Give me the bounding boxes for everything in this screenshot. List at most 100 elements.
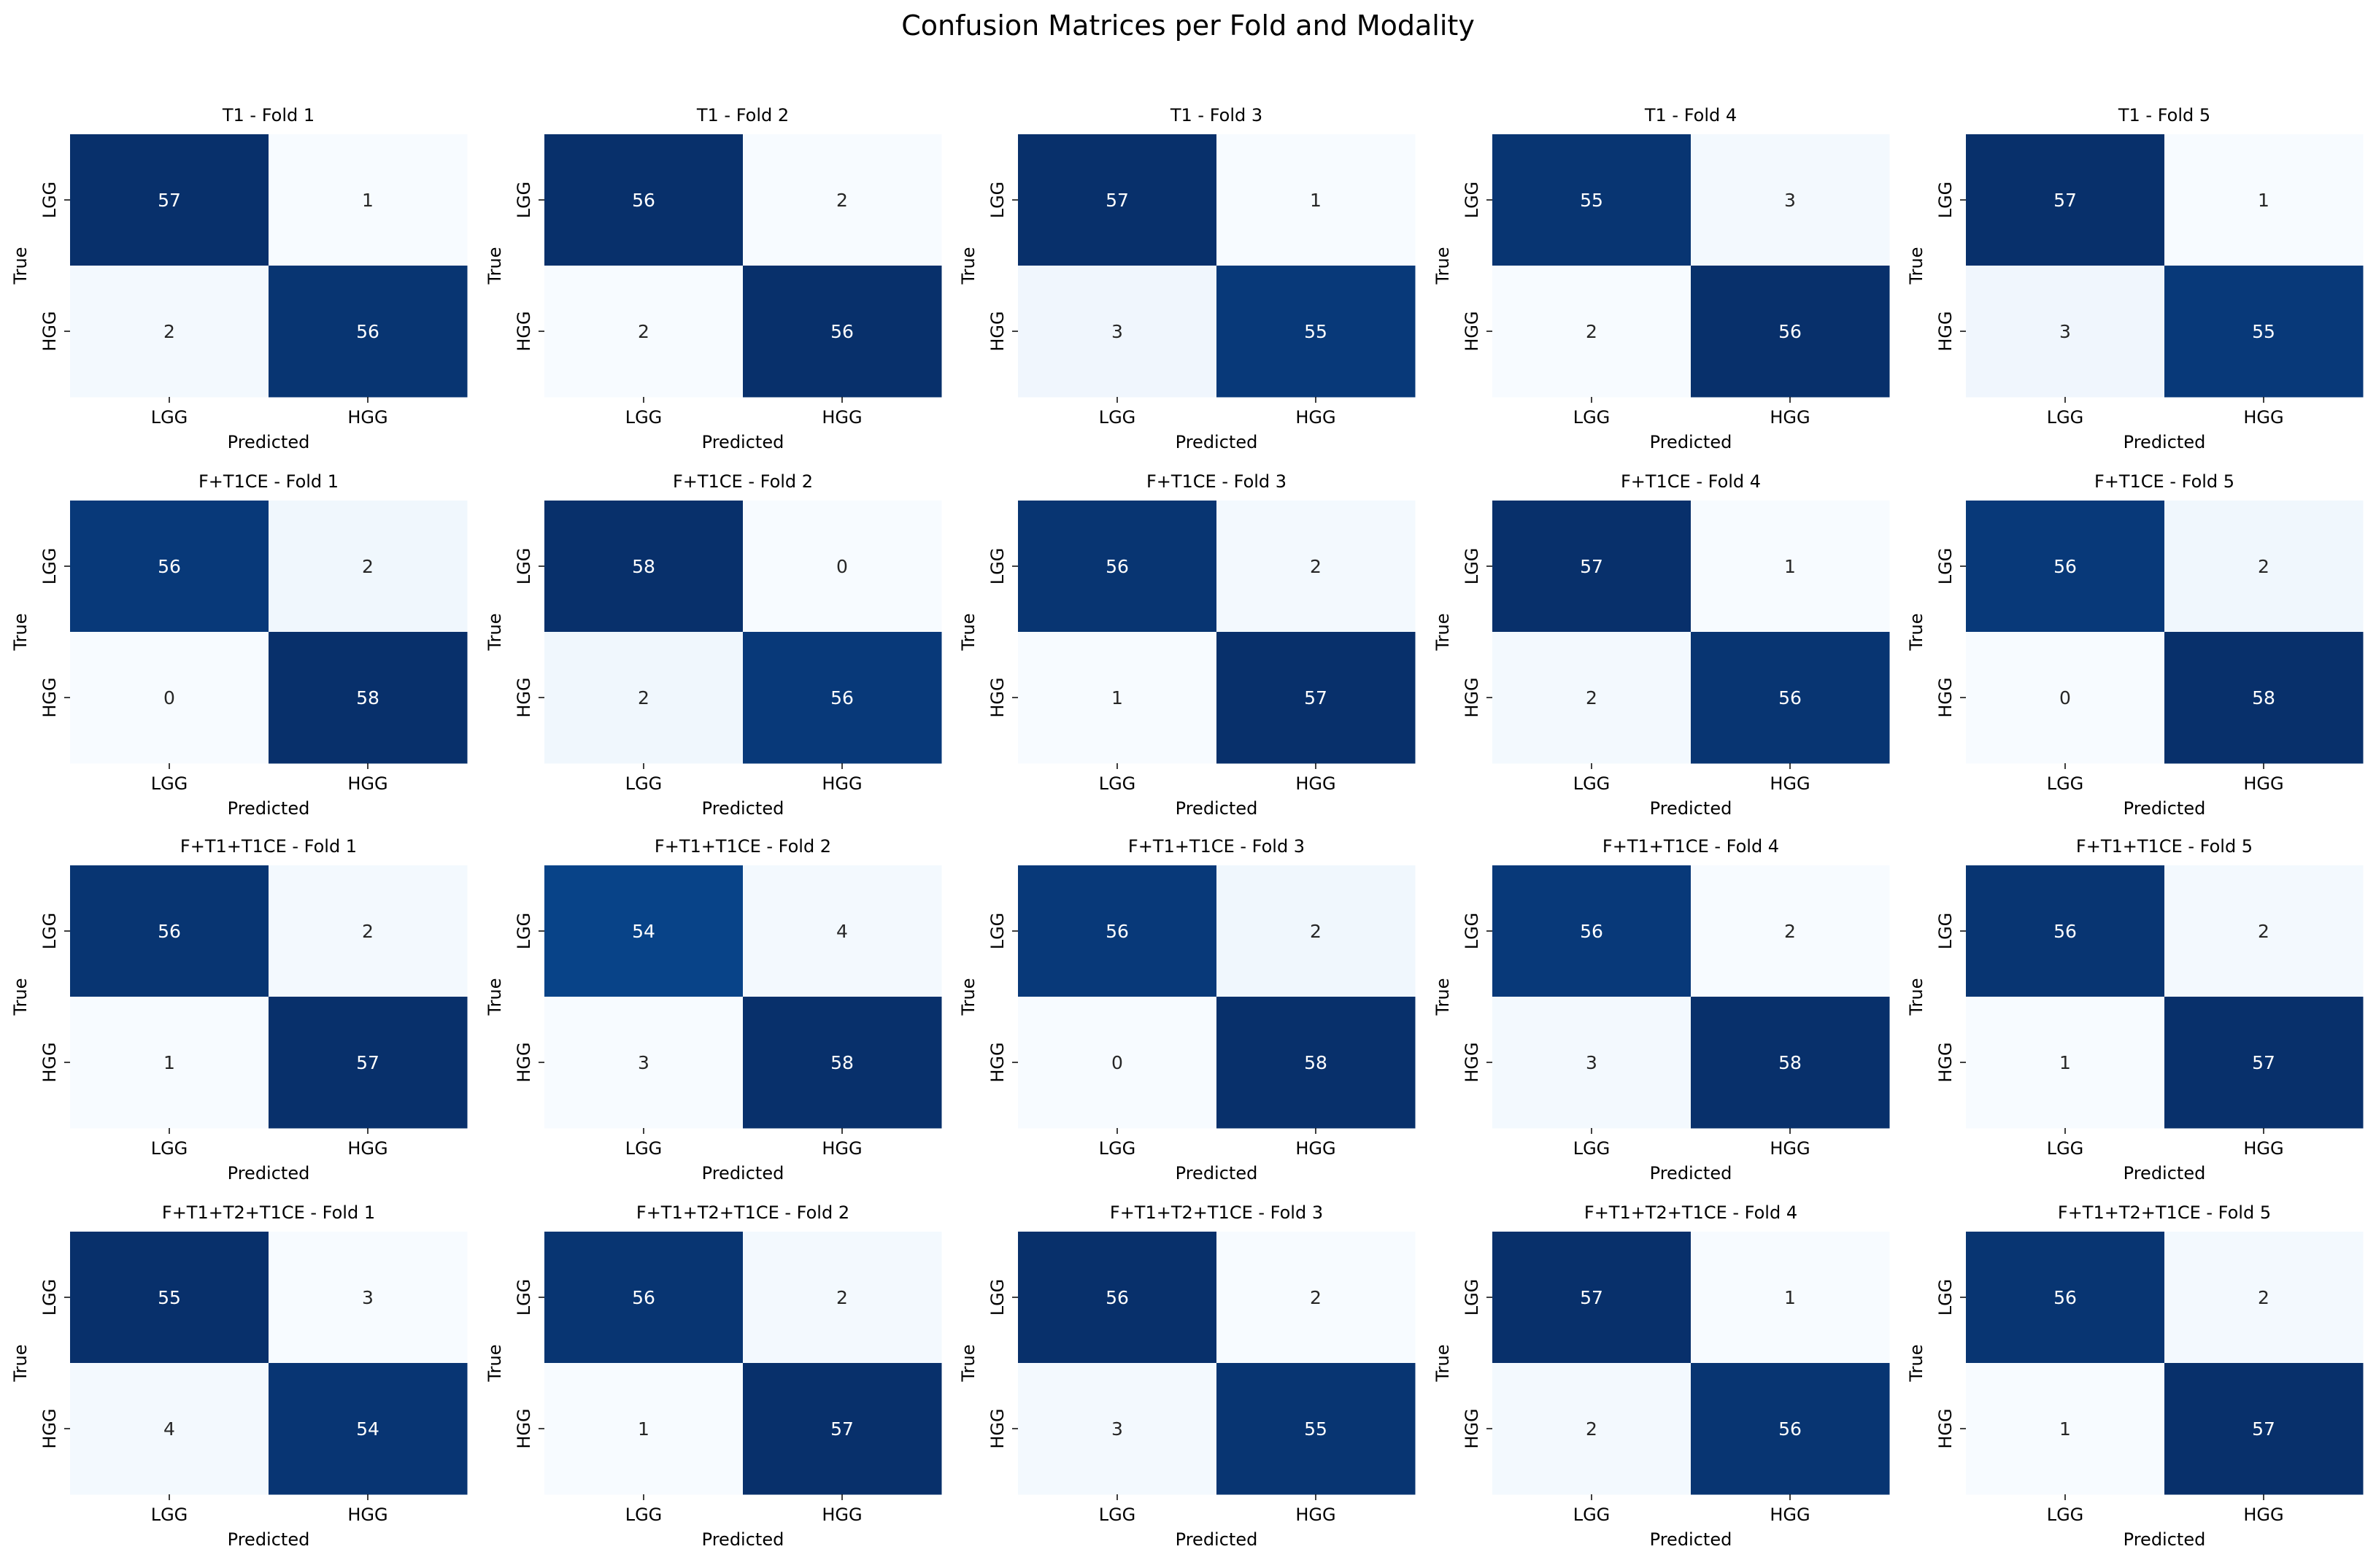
- y-tick-label: LGG: [987, 1279, 1008, 1316]
- y-tick-label: HGG: [514, 1042, 534, 1082]
- y-tick-label: HGG: [1462, 1042, 1482, 1082]
- y-axis-label: True: [958, 1345, 979, 1383]
- confusion-matrix-panel: F+T1+T1CE - Fold 4 56 2 3 58 LGG HGG Predicted L…: [1432, 836, 1890, 1183]
- heatmap-cell: [269, 997, 468, 1129]
- y-tick-label: HGG: [39, 311, 60, 351]
- cell-value-label: 58: [2252, 687, 2275, 708]
- x-tick-label: LGG: [2047, 773, 2084, 794]
- heatmap-cell: [1966, 632, 2165, 764]
- cell-value-label: 0: [1111, 1052, 1123, 1073]
- x-tick-label: HGG: [822, 773, 862, 794]
- heatmap-cell: [70, 1363, 269, 1495]
- heatmap-cell: [2164, 1363, 2364, 1495]
- cell-value-label: 3: [1111, 1418, 1123, 1440]
- x-axis-label: Predicted: [228, 432, 310, 452]
- x-tick-label: LGG: [1573, 407, 1611, 428]
- x-axis-label: Predicted: [702, 1163, 784, 1183]
- heatmap-cell: [544, 1232, 744, 1364]
- cell-value-label: 57: [2053, 190, 2077, 211]
- heatmap-cell: [269, 1232, 468, 1364]
- y-tick-label: LGG: [514, 1279, 534, 1316]
- confusion-matrix-panel: F+T1+T1CE - Fold 2 54 4 3 58 LGG HGG Predicted L…: [485, 836, 942, 1183]
- panel-title: F+T1CE - Fold 1: [198, 471, 339, 492]
- heatmap-cell: [1018, 1363, 1217, 1495]
- x-axis-label: Predicted: [2124, 1163, 2206, 1183]
- cell-value-label: 56: [1778, 1418, 1802, 1440]
- x-tick-label: LGG: [625, 1505, 663, 1525]
- heatmap-cell: [544, 1363, 744, 1495]
- cell-value-label: 56: [1778, 321, 1802, 342]
- x-tick-label: HGG: [347, 773, 387, 794]
- y-axis-label: True: [1906, 1345, 1926, 1383]
- y-axis-label: True: [1432, 1345, 1453, 1383]
- x-tick-label: HGG: [1770, 1138, 1810, 1159]
- heatmap-cell: [1492, 134, 1692, 266]
- heatmap-cell: [1492, 266, 1692, 398]
- confusion-matrix-panel: F+T1CE - Fold 3 56 2 1 57 LGG HGG Predicted LGG H…: [958, 471, 1416, 819]
- cell-value-label: 2: [1310, 556, 1322, 577]
- x-tick-label: LGG: [1573, 1505, 1611, 1525]
- heatmap-cell: [544, 632, 744, 764]
- x-axis-label: Predicted: [702, 1529, 784, 1550]
- cell-value-label: 2: [163, 321, 175, 342]
- x-tick-label: HGG: [347, 1505, 387, 1525]
- cell-value-label: 58: [632, 556, 655, 577]
- heatmap-cell: [1216, 134, 1416, 266]
- cell-value-label: 1: [2059, 1052, 2071, 1073]
- heatmap-cell: [1216, 1232, 1416, 1364]
- x-axis-label: Predicted: [1176, 432, 1258, 452]
- y-tick-label: LGG: [39, 182, 60, 219]
- y-tick-label: HGG: [1462, 677, 1482, 717]
- confusion-matrix-panel: F+T1+T2+T1CE - Fold 5 56 2 1 57 LGG HGG Predict…: [1906, 1202, 2364, 1550]
- heatmap-cell: [269, 134, 468, 266]
- cell-value-label: 56: [2053, 556, 2077, 577]
- cell-value-label: 58: [356, 687, 379, 708]
- y-tick-label: HGG: [987, 1042, 1008, 1082]
- panel-title: F+T1CE - Fold 5: [2094, 471, 2234, 492]
- cell-value-label: 57: [2252, 1418, 2275, 1440]
- y-tick-label: LGG: [39, 913, 60, 950]
- heatmap-cell: [1966, 997, 2165, 1129]
- panel-title: T1 - Fold 4: [1644, 105, 1737, 125]
- x-tick-label: LGG: [625, 1138, 663, 1159]
- cell-value-label: 57: [356, 1052, 379, 1073]
- heatmap-cell: [269, 501, 468, 633]
- cell-value-label: 56: [2053, 921, 2077, 942]
- x-tick-label: HGG: [822, 1138, 862, 1159]
- heatmap-cell: [1018, 266, 1217, 398]
- heatmap-cell: [1691, 865, 1890, 997]
- heatmap-cell: [2164, 501, 2364, 633]
- panel-title: F+T1+T1CE - Fold 4: [1602, 836, 1779, 857]
- heatmap-cell: [1691, 501, 1890, 633]
- heatmap-cell: [269, 266, 468, 398]
- y-tick-label: LGG: [1462, 913, 1482, 950]
- cell-value-label: 2: [1310, 1287, 1322, 1308]
- heatmap-cell: [1492, 501, 1692, 633]
- y-tick-label: LGG: [514, 913, 534, 950]
- heatmap-cell: [70, 501, 269, 633]
- cell-value-label: 2: [2258, 556, 2269, 577]
- y-tick-label: LGG: [1462, 548, 1482, 585]
- cell-value-label: 55: [1304, 321, 1327, 342]
- x-tick-label: HGG: [2243, 407, 2283, 428]
- heatmap-cell: [544, 134, 744, 266]
- cell-value-label: 2: [362, 921, 374, 942]
- y-tick-label: LGG: [1462, 1279, 1482, 1316]
- cell-value-label: 2: [1310, 921, 1322, 942]
- cell-value-label: 2: [1784, 921, 1796, 942]
- cell-value-label: 2: [638, 321, 649, 342]
- cell-value-label: 55: [2252, 321, 2275, 342]
- cell-value-label: 2: [362, 556, 374, 577]
- panel-title: F+T1+T1CE - Fold 1: [180, 836, 357, 857]
- cell-value-label: 0: [163, 687, 175, 708]
- heatmap-cell: [2164, 632, 2364, 764]
- x-tick-label: LGG: [1099, 773, 1136, 794]
- x-axis-label: Predicted: [2124, 1529, 2206, 1550]
- cell-value-label: 56: [1580, 921, 1603, 942]
- y-tick-label: HGG: [1462, 311, 1482, 351]
- x-axis-label: Predicted: [1176, 798, 1258, 819]
- x-tick-label: LGG: [151, 773, 188, 794]
- y-tick-label: LGG: [1935, 1279, 1956, 1316]
- heatmap-cell: [544, 865, 744, 997]
